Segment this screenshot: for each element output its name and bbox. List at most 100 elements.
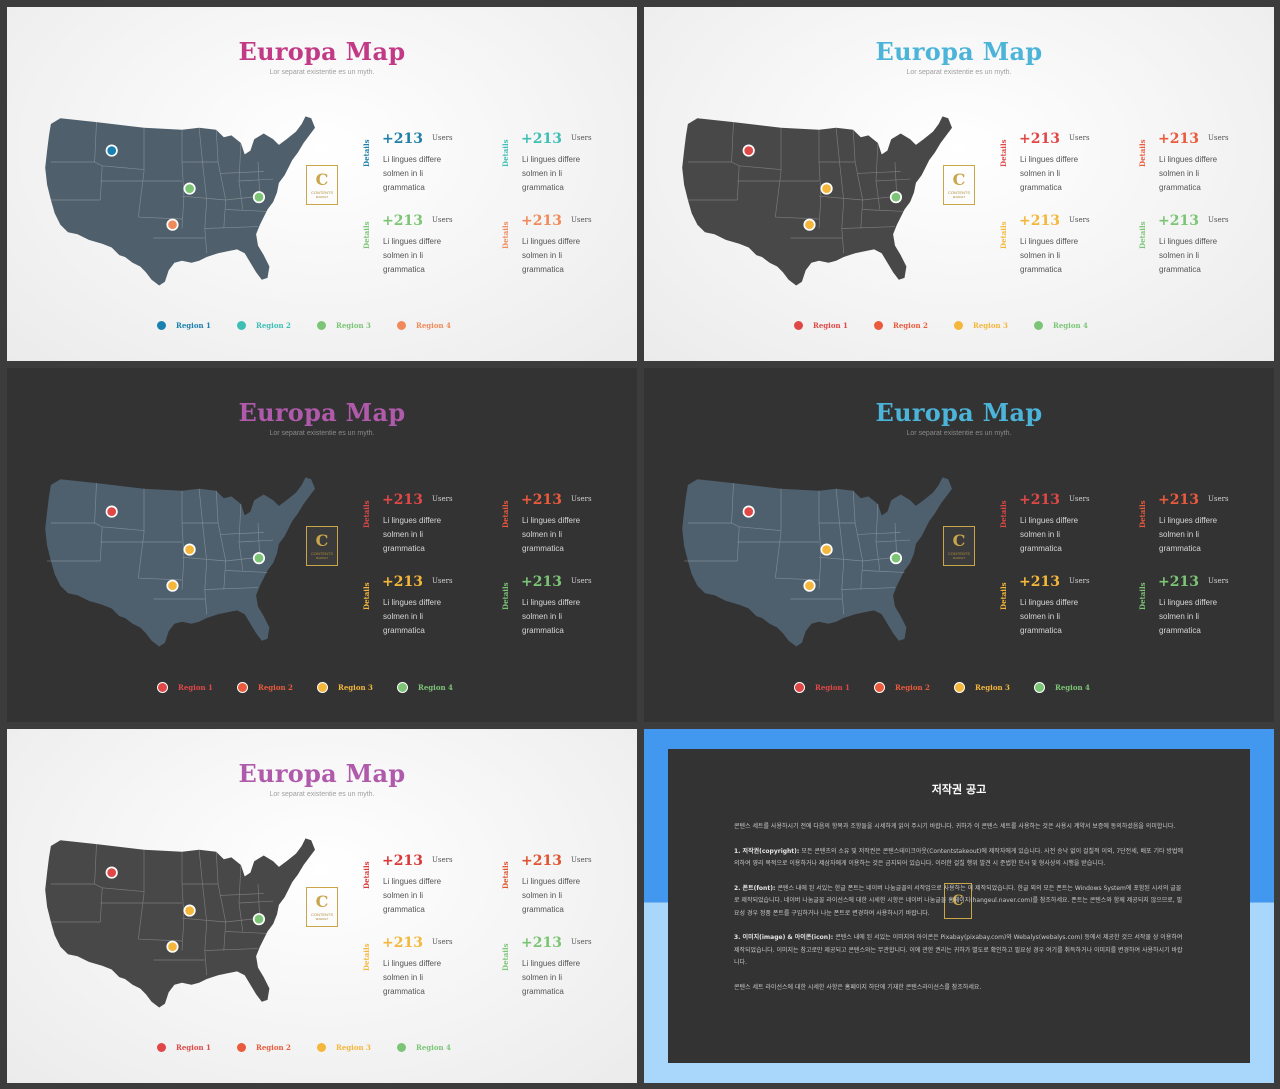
stat-description: Li lingues differe solmen in li grammati… [1159, 155, 1218, 192]
stat-details-label: Details [362, 500, 371, 528]
map-marker-3[interactable] [166, 579, 179, 592]
map-marker-2[interactable] [183, 904, 196, 917]
map-marker-4[interactable] [252, 913, 266, 926]
legend-dot-icon [157, 682, 168, 693]
slide-2[interactable]: Europa Map Lor separat existentie es un m… [644, 7, 1274, 361]
map-marker-2[interactable] [820, 543, 833, 556]
map-marker-1[interactable] [742, 505, 755, 518]
legend-item-2: Region 2 [237, 321, 291, 330]
logo-word: CONTENTS [311, 911, 333, 917]
legend-label: Region 4 [1053, 321, 1088, 330]
stat-block-4: Details +213 Users Li lingues differe solme… [501, 213, 619, 289]
legend-item-4: Region 4 [1034, 682, 1090, 693]
stat-details-label: Details [362, 582, 371, 610]
legend-item-2: Region 2 [874, 682, 930, 693]
legend-dot-icon [397, 321, 406, 330]
stat-block-4: Details +213 Users Li lingues differe solme… [1138, 574, 1256, 650]
stat-description: Li lingues differe solmen in li grammati… [383, 516, 442, 553]
map-marker-4[interactable] [889, 191, 903, 204]
legend-label: Region 4 [418, 683, 453, 692]
stat-details-label: Details [999, 582, 1008, 610]
state-borders [47, 122, 274, 254]
stat-description: Li lingues differe solmen in li grammati… [383, 598, 442, 635]
legend-item-3: Region 3 [317, 682, 373, 693]
map-marker-2[interactable] [183, 182, 196, 195]
stat-block-2: Details +213 Users Li lingues differe solme… [501, 131, 619, 207]
stat-value: +213 [521, 853, 562, 869]
legend-label: Region 3 [973, 321, 1008, 330]
contents-logo-icon: C CONTENTS MARKET [306, 887, 338, 927]
stat-details-label: Details [1138, 221, 1147, 249]
stat-value: +213 [521, 131, 562, 147]
slide-1[interactable]: Europa Map Lor separat existentie es un m… [7, 7, 637, 361]
slide-5[interactable]: Europa Map Lor separat existentie es un m… [7, 729, 637, 1083]
map-legend: Region 1 Region 2 Region 3 Region 4 [794, 682, 1114, 696]
stat-value: +213 [382, 492, 423, 508]
legend-item-1: Region 1 [157, 321, 211, 330]
stat-value: +213 [1158, 574, 1199, 590]
stat-description: Li lingues differe solmen in li grammati… [522, 959, 581, 996]
slide-6-copyright-notice[interactable]: 저작권 공고 C 콘텐스 세트를 사용하시기 전에 다음의 항목과 조항들을 시… [644, 729, 1274, 1083]
logo-sub: MARKET [952, 555, 966, 560]
notice-panel: 저작권 공고 C 콘텐스 세트를 사용하시기 전에 다음의 항목과 조항들을 시… [668, 749, 1250, 1063]
stat-value: +213 [1019, 213, 1060, 229]
usa-map [37, 466, 327, 656]
legend-label: Region 4 [1055, 683, 1090, 692]
legend-label: Region 2 [258, 683, 293, 692]
map-marker-4[interactable] [889, 552, 903, 565]
map-marker-1[interactable] [105, 505, 118, 518]
stat-description: Li lingues differe solmen in li grammati… [383, 959, 442, 996]
legend-dot-icon [1034, 682, 1045, 693]
legend-item-2: Region 2 [874, 321, 928, 330]
legend-dot-icon [1034, 321, 1043, 330]
logo-letter: C [315, 169, 329, 189]
legend-dot-icon [397, 1043, 406, 1052]
contents-logo-icon: C CONTENTS MARKET [306, 526, 338, 566]
stat-block-3: Details +213 Users Li lingues differe solme… [362, 935, 480, 1011]
map-marker-1[interactable] [105, 866, 118, 879]
usa-map [37, 827, 327, 1017]
map-marker-2[interactable] [820, 182, 833, 195]
map-legend: Region 1 Region 2 Region 3 Region 4 [157, 321, 477, 335]
map-marker-3[interactable] [803, 579, 816, 592]
slide-subtitle: Lor separat existentie es un myth. [269, 69, 375, 76]
map-marker-4[interactable] [252, 552, 266, 565]
stat-block-3: Details +213 Users Li lingues differe solme… [362, 574, 480, 650]
legend-dot-icon [397, 682, 408, 693]
legend-label: Region 1 [176, 1043, 211, 1052]
slide-3[interactable]: Europa Map Lor separat existentie es un m… [7, 368, 637, 722]
stat-description: Li lingues differe solmen in li grammati… [1020, 237, 1079, 274]
map-marker-1[interactable] [105, 144, 118, 157]
usa-outline [45, 116, 315, 286]
map-marker-3[interactable] [166, 218, 179, 231]
stat-value: +213 [382, 574, 423, 590]
stat-block-2: Details +213 Users Li lingues differe solme… [1138, 492, 1256, 568]
stat-block-1: Details +213 Users Li lingues differe solme… [362, 853, 480, 929]
logo-letter: C [952, 169, 966, 189]
legend-label: Region 1 [813, 321, 848, 330]
legend-item-2: Region 2 [237, 682, 293, 693]
usa-map [674, 466, 964, 656]
notice-paragraph: 콘텐스 세트를 사용하시기 전에 다음의 항목과 조항들을 시세하게 읽어 주시… [734, 823, 1176, 830]
state-borders [47, 483, 274, 615]
stat-unit: Users [1208, 216, 1229, 224]
stat-value: +213 [521, 574, 562, 590]
legend-item-1: Region 1 [794, 321, 848, 330]
map-marker-4[interactable] [252, 191, 266, 204]
contents-logo-icon: C CONTENTS MARKET [943, 165, 975, 205]
legend-item-3: Region 3 [954, 321, 1008, 330]
map-marker-3[interactable] [166, 940, 179, 953]
map-marker-1[interactable] [742, 144, 755, 157]
slide-4[interactable]: Europa Map Lor separat existentie es un m… [644, 368, 1274, 722]
stat-details-label: Details [1138, 139, 1147, 167]
map-marker-2[interactable] [183, 543, 196, 556]
map-marker-3[interactable] [803, 218, 816, 231]
stat-unit: Users [571, 495, 592, 503]
stat-unit: Users [1069, 495, 1090, 503]
stat-description: Li lingues differe solmen in li grammati… [1020, 516, 1079, 553]
state-borders [47, 844, 274, 976]
usa-map-graphic [45, 838, 315, 1008]
stat-details-label: Details [501, 500, 510, 528]
logo-letter: C [952, 530, 966, 550]
stat-block-4: Details +213 Users Li lingues differe solme… [501, 935, 619, 1011]
